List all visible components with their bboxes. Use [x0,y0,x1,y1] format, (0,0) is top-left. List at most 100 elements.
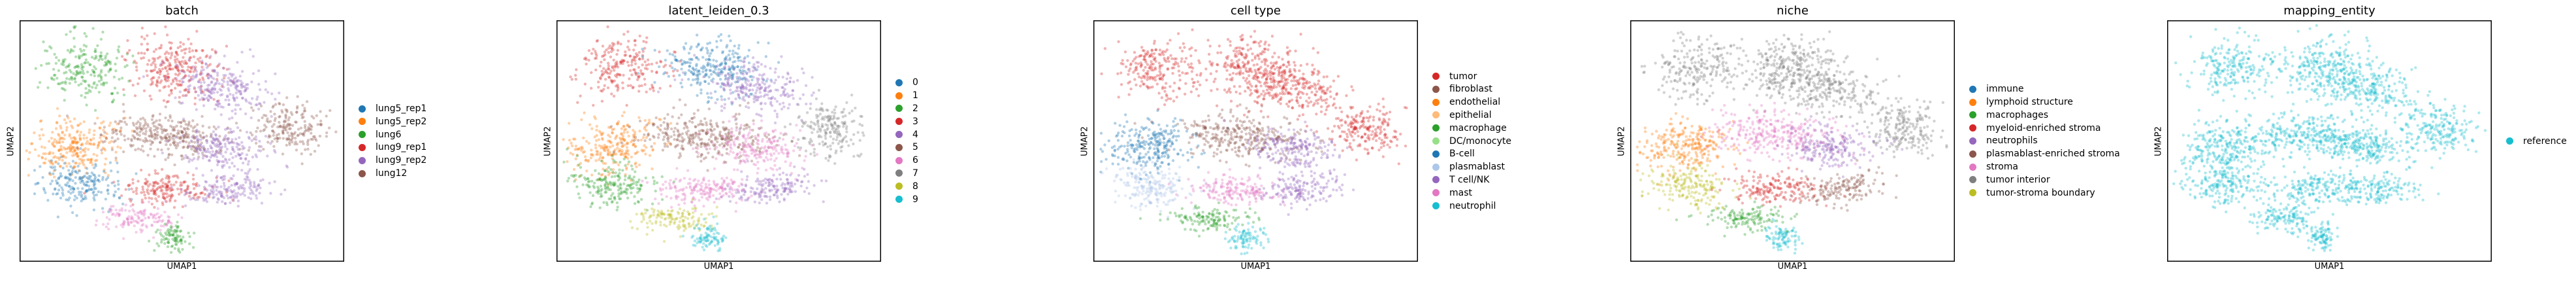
data-point [739,151,742,154]
data-point [753,200,756,203]
data-point [695,56,699,60]
data-point [827,115,831,118]
data-point [736,56,739,60]
data-point [730,73,733,77]
data-point [105,225,108,228]
data-point [598,178,602,181]
data-point [78,177,81,181]
data-point [647,133,651,136]
data-point [153,133,157,136]
data-point [156,71,159,74]
data-point [707,234,711,238]
data-point [733,137,737,141]
data-point [136,214,139,218]
data-point [250,102,253,105]
data-point [225,127,229,130]
data-point [76,154,80,158]
data-point [634,170,637,173]
data-point [705,236,709,239]
data-point [168,62,171,65]
data-point [239,92,242,96]
data-point [654,220,658,223]
data-point [728,84,731,88]
data-point [102,128,105,132]
data-point [187,160,191,164]
data-point [83,32,86,35]
data-point [202,185,206,189]
data-point [627,160,631,164]
data-point [751,65,754,69]
data-point [658,211,661,215]
data-point [844,135,848,138]
data-point [764,194,767,198]
data-point [574,77,577,81]
data-point [793,165,796,169]
data-point [175,82,179,86]
data-point [798,97,802,100]
data-point [137,211,141,215]
data-point [758,84,762,87]
data-point [772,173,775,177]
data-point [156,220,160,223]
data-point [757,77,760,81]
data-point [834,127,837,131]
data-point [300,162,304,166]
data-point [681,63,684,66]
data-point [67,185,71,188]
data-point [778,200,781,203]
data-point [709,92,713,95]
data-point [165,188,168,192]
data-point [153,189,156,193]
data-point [165,186,169,189]
data-point [632,182,636,185]
data-point [799,129,802,132]
data-point [196,158,200,161]
data-point [193,102,197,106]
data-point [203,88,206,92]
data-point [255,155,259,158]
data-point [161,129,165,132]
data-point [616,83,619,86]
data-point [334,130,338,133]
data-point [257,184,261,187]
data-point [89,158,93,162]
data-point [826,119,829,122]
data-point [626,188,629,191]
data-point [212,130,216,133]
data-point [225,44,229,48]
data-point [231,109,234,113]
data-point [329,109,332,113]
data-point [182,136,186,139]
data-point [163,135,167,139]
data-point [291,132,294,136]
data-point [42,133,45,137]
data-point [266,90,270,94]
data-point [720,105,724,108]
data-point [205,66,209,69]
data-point [774,67,777,71]
data-point [234,91,238,95]
data-point [76,141,80,144]
data-point [160,79,163,82]
data-point [205,88,208,92]
data-point [694,78,698,81]
data-point [173,128,176,132]
data-point [796,178,799,182]
data-point [63,99,66,102]
data-point [707,107,711,111]
data-point [635,55,638,58]
data-point [737,59,740,62]
data-point [632,48,636,52]
data-point [48,152,52,156]
data-point [706,130,710,134]
data-point [227,67,231,71]
data-point [287,124,291,128]
data-point [744,80,747,84]
data-point [286,131,289,135]
data-point [167,76,170,79]
data-point [804,154,807,158]
data-point [694,131,698,135]
data-point [691,234,695,238]
data-point [207,159,211,162]
data-point [697,132,701,135]
